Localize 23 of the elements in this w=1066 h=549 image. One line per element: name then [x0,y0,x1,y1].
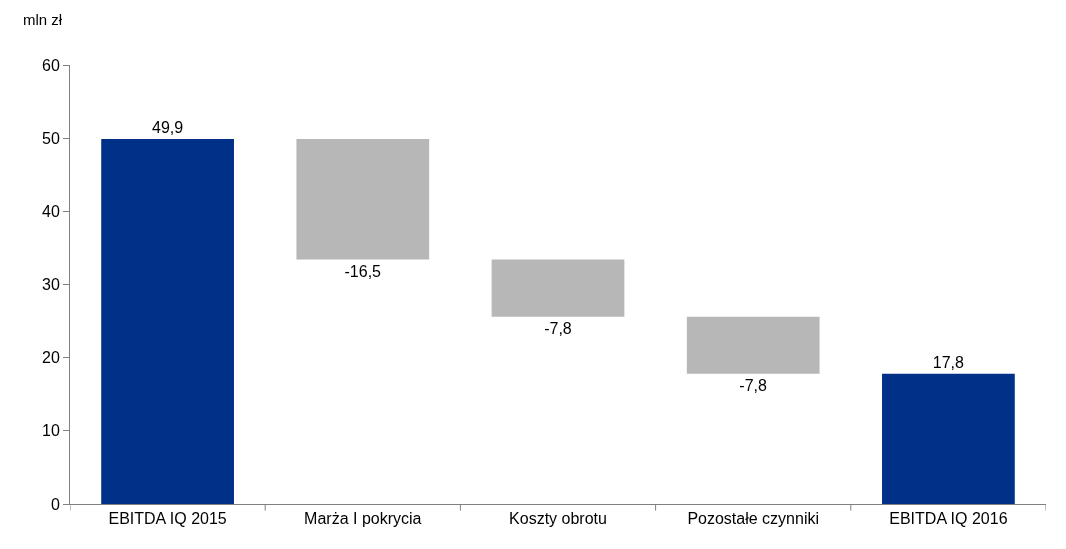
y-tick-label: 50 [42,129,60,147]
y-tick-label: 10 [42,422,60,440]
data-label: -7,8 [544,319,572,337]
data-label: -16,5 [344,262,382,280]
bar [686,316,820,374]
y-tick-label: 30 [42,276,60,294]
bar [101,138,234,504]
y-tick-label: 20 [42,349,60,367]
y-tick-label: 40 [42,202,60,220]
x-tick-label: EBITDA IQ 2016 [889,510,1008,528]
y-tick-label: 0 [50,495,60,513]
x-tick-label: Marża I pokrycia [304,510,422,528]
x-tick-label: Pozostałe czynniki [687,510,820,528]
data-label: -7,8 [739,376,768,394]
y-axis-title: mln zł [23,11,63,28]
data-label: 49,9 [151,118,184,136]
y-tick-label: 60 [42,56,60,74]
bar [882,373,1015,504]
x-tick-label: Koszty obrotu [509,510,607,528]
bar [296,138,430,260]
data-label: 17,8 [932,353,965,371]
x-tick-label: EBITDA IQ 2015 [108,510,227,528]
bar [491,259,625,317]
